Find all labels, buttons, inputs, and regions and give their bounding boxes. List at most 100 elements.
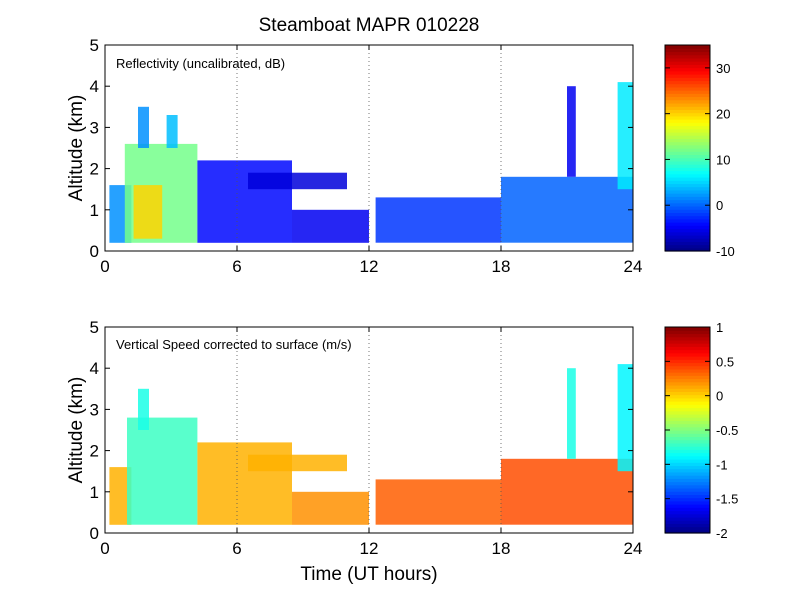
vertical-speed-colorbar-band [665, 397, 710, 402]
vertical-speed-colorbar-band [665, 355, 710, 360]
vertical-speed-colorbar-band [665, 381, 710, 386]
reflectivity-colorbar-band [665, 119, 710, 123]
vertical-speed-panel-title: Vertical Speed corrected to surface (m/s… [116, 337, 352, 352]
vertical-speed-colorbar-band [665, 404, 710, 409]
reflectivity-colorbar-band [665, 196, 710, 201]
reflectivity-colorbar-band [665, 202, 710, 207]
reflectivity-colorbar-band [665, 70, 710, 75]
vertical-speed-ytick-label: 5 [90, 318, 99, 337]
reflectivity-echo-region [138, 106, 149, 148]
vertical-speed-ytick-label: 3 [90, 400, 99, 419]
reflectivity-ytick-label: 5 [90, 36, 99, 55]
reflectivity-colorbar-band [665, 77, 710, 82]
reflectivity-colorbar-band [665, 115, 710, 120]
vertical-speed-colorbar-band [665, 343, 710, 347]
vertical-speed-colorbar-band [665, 349, 710, 354]
vertical-speed-colorbar-label: 0 [716, 389, 723, 404]
reflectivity-colorbar-band [665, 238, 710, 242]
reflectivity-colorbar-band [665, 131, 710, 136]
vertical-speed-colorbar-band [665, 462, 710, 467]
vertical-speed-colorbar-band [665, 430, 710, 434]
reflectivity-colorbar-band [665, 209, 710, 213]
vertical-speed-colorbar-band [665, 407, 710, 412]
vertical-speed-colorbar-band [665, 510, 710, 515]
reflectivity-colorbar-band [665, 138, 710, 143]
reflectivity-colorbar-band [665, 225, 710, 230]
reflectivity-colorbar-band [665, 205, 710, 210]
vertical-speed-xtick-label: 0 [100, 539, 109, 558]
reflectivity-colorbar-band [665, 128, 710, 133]
vertical-speed-colorbar-band [665, 504, 710, 508]
reflectivity-echo-region [292, 209, 369, 243]
reflectivity-echo-region [133, 185, 163, 239]
vertical-speed-echo-region [127, 417, 198, 525]
vertical-speed-echo-region [109, 467, 132, 525]
vertical-speed-colorbar-band [665, 481, 710, 486]
vertical-speed-colorbar-label: -1 [716, 457, 728, 472]
vertical-speed-ytick-label: 2 [90, 442, 99, 461]
reflectivity-echo-region [375, 197, 501, 243]
vertical-speed-colorbar-band [665, 384, 710, 389]
reflectivity-colorbar-band [665, 199, 710, 204]
reflectivity-colorbar-label: 0 [716, 198, 723, 213]
reflectivity-colorbar [665, 45, 710, 252]
vertical-speed-colorbar-label: -2 [716, 526, 728, 541]
vertical-speed-colorbar-band [665, 339, 710, 344]
reflectivity-colorbar-band [665, 67, 710, 72]
vertical-speed-colorbar-band [665, 426, 710, 431]
reflectivity-colorbar-band [665, 228, 710, 233]
vertical-speed-colorbar-band [665, 513, 710, 518]
vertical-speed-colorbar-band [665, 436, 710, 441]
vertical-speed-colorbar-band [665, 346, 710, 351]
vertical-speed-echo-region [617, 364, 633, 472]
vertical-speed-colorbar-label: 0.5 [716, 354, 734, 369]
vertical-speed-colorbar-band [665, 423, 710, 428]
reflectivity-colorbar-band [665, 57, 710, 62]
reflectivity-echo-region [166, 115, 178, 148]
vertical-speed-xtick-label: 12 [360, 539, 379, 558]
vertical-speed-colorbar-band [665, 333, 710, 338]
vertical-speed-colorbar-band [665, 368, 710, 373]
reflectivity-colorbar-band [665, 215, 710, 220]
vertical-speed-echo-region [138, 388, 149, 430]
vertical-speed-colorbar-band [665, 468, 710, 473]
reflectivity-colorbar-label: 10 [716, 152, 730, 167]
vertical-speed-colorbar-band [665, 500, 710, 505]
vertical-speed-colorbar-band [665, 471, 710, 476]
reflectivity-colorbar-ticks: -10 0 10 20 30 [665, 61, 735, 259]
reflectivity-colorbar-band [665, 61, 710, 65]
vertical-speed-colorbar-band [665, 449, 710, 454]
vertical-speed-colorbar-band [665, 529, 710, 534]
reflectivity-xtick-label: 24 [624, 257, 643, 276]
vertical-speed-colorbar-band [665, 365, 710, 370]
reflectivity-echo-region [617, 82, 633, 190]
reflectivity-colorbar-band [665, 112, 710, 117]
vertical-speed-colorbar-band [665, 410, 710, 415]
vertical-speed-colorbar-band [665, 439, 710, 444]
reflectivity-colorbar-band [665, 231, 710, 236]
vertical-speed-colorbar-band [665, 433, 710, 438]
vertical-speed-colorbar-band [665, 413, 710, 418]
vertical-speed-ylabel: Altitude (km) [66, 377, 87, 484]
reflectivity-colorbar-band [665, 106, 710, 110]
reflectivity-echo-region [567, 86, 576, 177]
reflectivity-colorbar-band [665, 151, 710, 156]
reflectivity-echo-region [501, 176, 633, 243]
reflectivity-colorbar-band [665, 83, 710, 88]
vertical-speed-ytick-label: 0 [90, 524, 99, 543]
vertical-speed-colorbar-band [665, 401, 710, 405]
vertical-speed-colorbar-band [665, 452, 710, 457]
vertical-speed-colorbar-band [665, 327, 710, 331]
reflectivity-colorbar-band [665, 176, 710, 181]
reflectivity-colorbar-band [665, 64, 710, 69]
reflectivity-colorbar-band [665, 167, 710, 172]
vertical-speed-colorbar-band [665, 465, 710, 470]
reflectivity-colorbar-band [665, 160, 710, 165]
vertical-speed-ytick-label: 1 [90, 483, 99, 502]
reflectivity-colorbar-band [665, 51, 710, 56]
reflectivity-ytick-label: 2 [90, 160, 99, 179]
vertical-speed-colorbar-band [665, 336, 710, 341]
